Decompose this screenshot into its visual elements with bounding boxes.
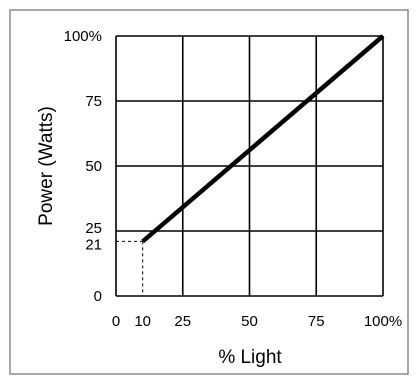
x-tick-label: 0 (112, 313, 120, 330)
y-tick-label: 50 (85, 158, 102, 175)
series (141, 34, 385, 244)
y-tick-label: 25 (85, 220, 102, 237)
x-axis-title: % Light (218, 347, 282, 368)
y-tick-label: 75 (85, 93, 102, 110)
x-tick-label: 10 (134, 313, 151, 330)
y-tick-label: 100% (64, 28, 102, 45)
x-tick-labels: 0 10 25 50 75 100% (112, 313, 402, 330)
grid (115, 35, 384, 297)
reference-lines (116, 240, 144, 296)
x-tick-label: 100% (364, 313, 402, 330)
x-tick-label: 75 (308, 313, 325, 330)
x-tick-label: 25 (174, 313, 191, 330)
series-line (141, 34, 385, 244)
y-tick-label: 0 (94, 288, 102, 305)
y-axis-title: Power (Watts) (36, 106, 57, 226)
y-tick-label: 21 (85, 236, 102, 253)
outer-border (9, 9, 409, 375)
x-tick-label: 50 (241, 313, 258, 330)
